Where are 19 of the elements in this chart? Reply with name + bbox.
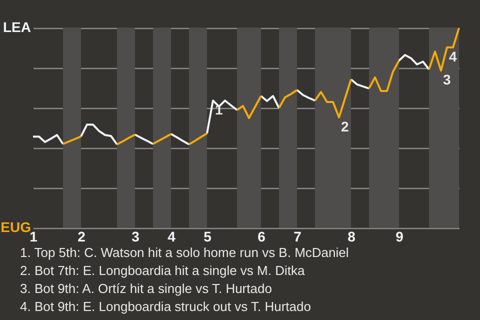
annotation: 4 [449,48,457,64]
x-tick-label: 8 [348,228,356,244]
text: LEA [3,19,31,35]
annotation: 3 [443,72,451,88]
x-tick-label: 6 [258,228,266,244]
text: 1. Top 5th: C. Watson hit a solo home run vs B. McDaniel [20,245,349,260]
x-tick-label: 5 [204,228,212,244]
annotation: 2 [341,118,349,134]
x-tick-label: 1 [30,228,38,244]
annotation: 1 [215,102,223,118]
x-tick-label: 2 [78,228,86,244]
x-tick-label: 9 [396,228,404,244]
x-tick-label: 3 [132,228,140,244]
text: 3. Bot 9th: A. Ortíz hit a single vs T. Hurtado [20,281,272,296]
x-tick-label: 7 [294,228,302,244]
text: EUG [0,219,32,235]
text: 2. Bot 7th: E. Longboardia hit a single vs M. Ditka [20,263,306,278]
text: 4. Bot 9th: E. Longboardia struck out vs T. Hurtado [20,299,311,314]
x-tick-label: 4 [168,228,176,244]
